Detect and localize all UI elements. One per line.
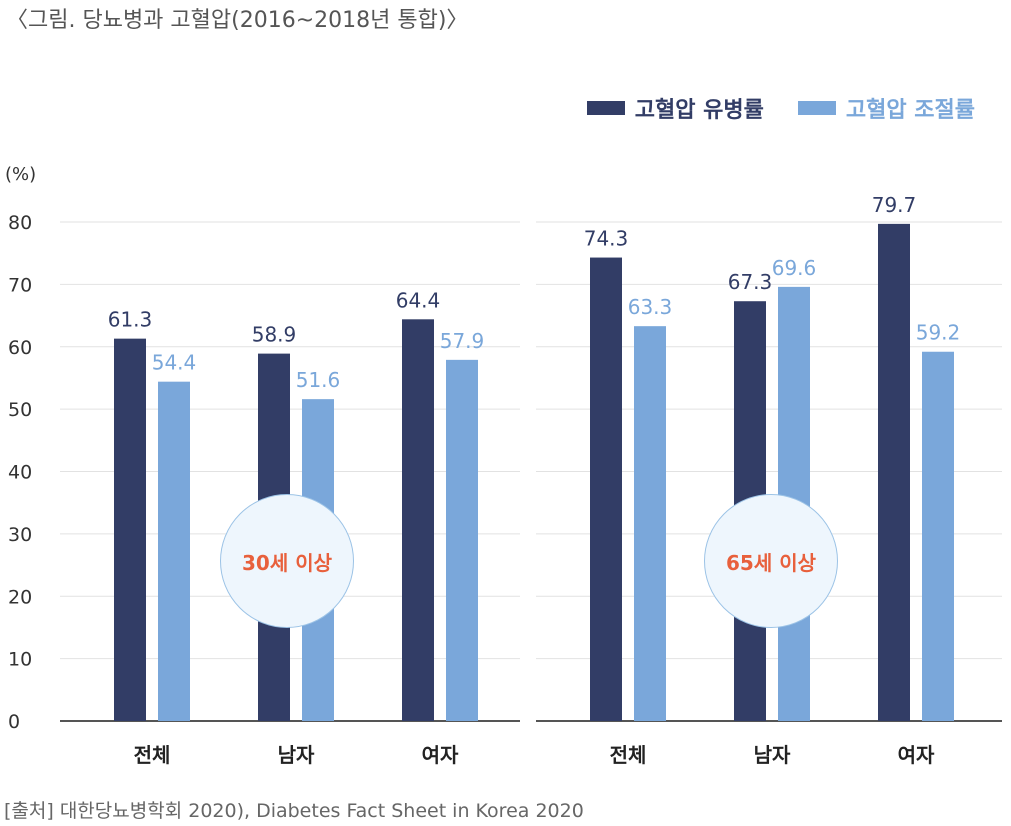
legend-swatch-prevalence <box>586 101 625 115</box>
legend-item-control: 고혈압 조절률 <box>797 92 975 124</box>
bar-control <box>634 326 666 721</box>
data-label: 74.3 <box>584 227 629 251</box>
bar-control <box>922 351 954 721</box>
x-category-label: 남자 <box>278 743 315 767</box>
legend-label-control: 고혈압 조절률 <box>845 98 975 123</box>
x-category-label: 여자 <box>422 743 459 767</box>
data-label: 59.2 <box>916 321 961 345</box>
x-category-label: 남자 <box>754 743 791 767</box>
data-label: 61.3 <box>108 308 153 332</box>
bar-prevalence <box>878 223 910 721</box>
y-tick-label: 10 <box>8 649 32 671</box>
y-tick-label: 20 <box>8 586 32 608</box>
chart-title: 〈그림. 당뇨병과 고혈압(2016~2018년 통합)〉 <box>6 8 469 33</box>
bar-prevalence <box>402 319 434 721</box>
data-label: 69.6 <box>772 256 817 280</box>
data-label: 64.4 <box>396 288 441 312</box>
data-label: 58.9 <box>252 323 297 347</box>
x-category-label: 전체 <box>610 743 647 767</box>
panel-label-65plus: 65세 이상 <box>704 494 838 628</box>
data-label: 54.4 <box>152 351 197 375</box>
y-tick-label: 40 <box>8 462 32 484</box>
data-label: 57.9 <box>440 329 485 353</box>
x-category-label: 전체 <box>134 743 171 767</box>
x-category-label: 여자 <box>898 743 935 767</box>
data-label: 67.3 <box>728 270 773 294</box>
bar-control <box>446 359 478 721</box>
data-label: 79.7 <box>872 193 917 217</box>
source-note: [출처] 대한당뇨병학회 2020), Diabetes Fact Sheet … <box>4 800 584 822</box>
data-label: 51.6 <box>296 368 341 392</box>
bar-prevalence <box>590 257 622 721</box>
legend-label-prevalence: 고혈압 유병률 <box>634 98 764 123</box>
data-label: 63.3 <box>628 295 673 319</box>
y-tick-label: 50 <box>8 399 32 421</box>
y-tick-label: 70 <box>8 274 32 296</box>
y-tick-label: 80 <box>8 212 32 234</box>
y-axis-unit: (%) <box>5 164 36 185</box>
bar-prevalence <box>114 338 146 721</box>
legend-item-prevalence: 고혈압 유병률 <box>586 92 764 124</box>
y-tick-label: 0 <box>8 711 20 733</box>
panel-label-30plus: 30세 이상 <box>220 494 354 628</box>
y-tick-label: 60 <box>8 337 32 359</box>
legend-swatch-control <box>797 101 836 115</box>
y-tick-label: 30 <box>8 524 32 546</box>
bar-control <box>158 381 190 721</box>
chart-legend: 고혈압 유병률 고혈압 조절률 <box>586 92 975 124</box>
